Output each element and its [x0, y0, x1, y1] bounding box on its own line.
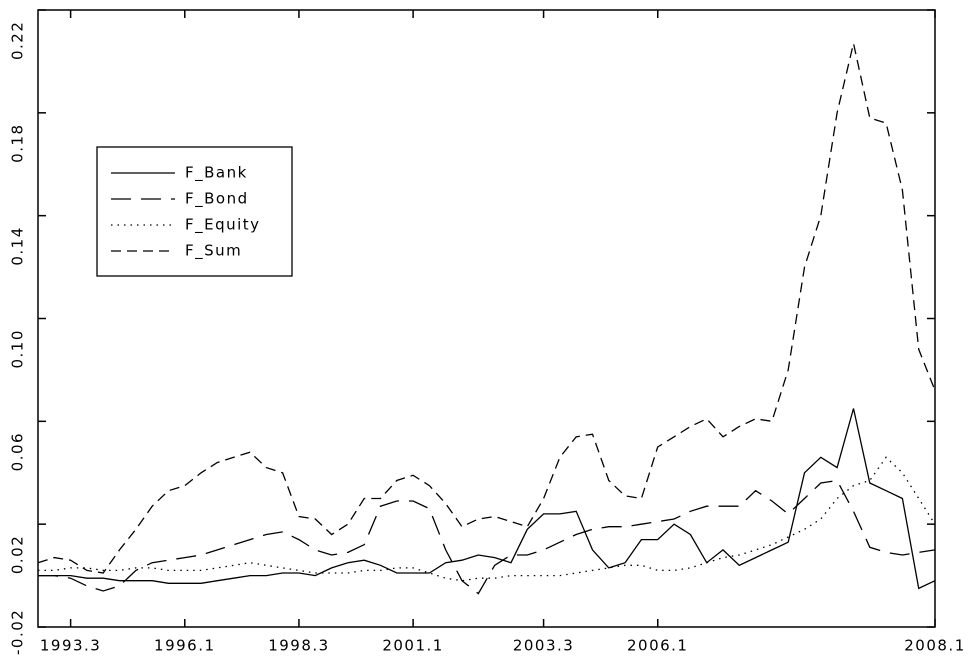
- x-tick-label: 2001.1: [382, 637, 444, 655]
- series-line: [38, 408, 936, 590]
- x-tick-label: 2003.3: [513, 637, 575, 655]
- y-tick-label: 0.18: [9, 123, 27, 162]
- series-line: [38, 479, 936, 595]
- legend: F_Bank F_Bond F_Equity F_Sum: [96, 146, 293, 277]
- y-tick-label: -0.02: [9, 609, 27, 655]
- legend-label: F_Equity: [185, 216, 261, 235]
- legend-box: [96, 146, 293, 277]
- y-tick-label: 0.06: [9, 432, 27, 471]
- legend-label: F_Sum: [185, 242, 242, 261]
- legend-label: F_Bond: [185, 190, 249, 209]
- x-tick-label: 1996.1: [154, 637, 216, 655]
- x-tick-label: 1998.3: [268, 637, 330, 655]
- y-tick-label: 0.02: [9, 535, 27, 574]
- x-tick-label: 2006.1: [627, 637, 689, 655]
- series-line: [38, 456, 936, 582]
- x-tick-label: 1993.3: [40, 637, 102, 655]
- plot-frame: [37, 9, 936, 628]
- y-tick-label: 0.22: [9, 21, 27, 60]
- legend-label: F_Bank: [185, 164, 248, 183]
- y-tick-label: 0.14: [9, 226, 27, 265]
- series-line: [37, 43, 936, 574]
- y-tick-label: 0.10: [9, 329, 27, 368]
- x-tick-label: 2008.1: [904, 637, 966, 655]
